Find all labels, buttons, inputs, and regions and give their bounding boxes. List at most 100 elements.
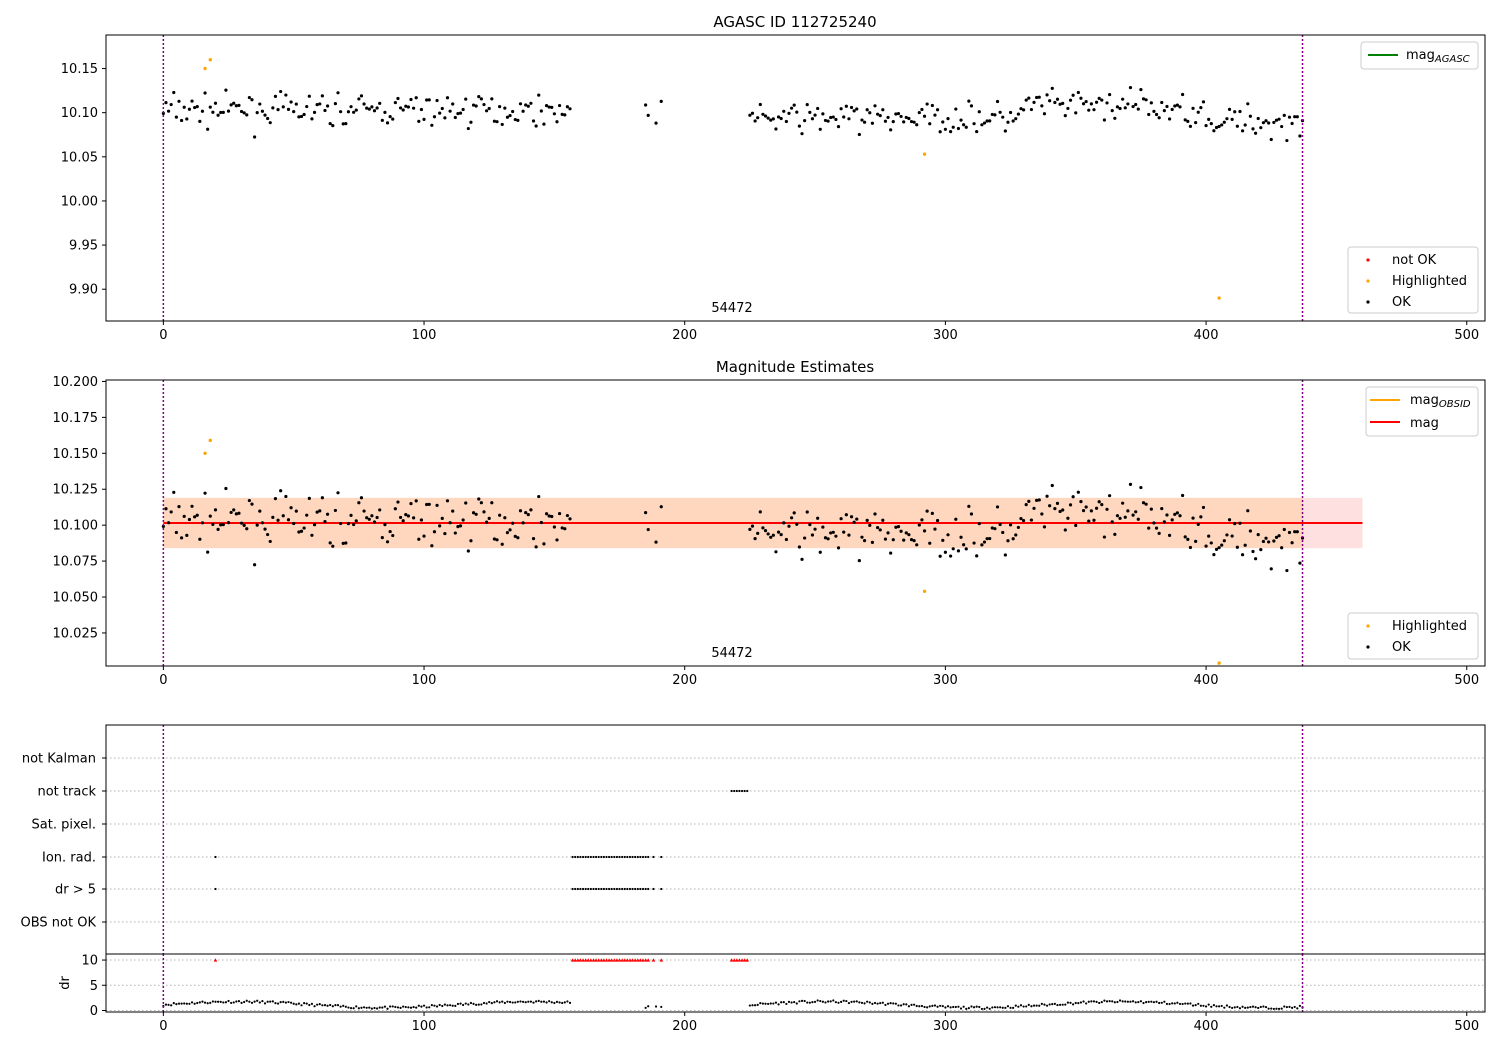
flag-point <box>597 887 600 891</box>
flag-point <box>735 789 738 793</box>
data-point-ok <box>190 99 194 103</box>
dr-point <box>1218 1005 1221 1008</box>
dr-point <box>1121 1000 1124 1003</box>
flag-point <box>618 855 621 859</box>
data-point-ok <box>1040 512 1044 516</box>
data-point-ok <box>396 500 400 504</box>
data-point-ok <box>534 124 538 128</box>
data-point-ok <box>1061 101 1065 105</box>
data-point-ok <box>357 501 361 505</box>
data-point-ok <box>1230 117 1234 121</box>
data-point-ok <box>1272 539 1276 543</box>
data-point-ok <box>878 114 882 118</box>
data-point-ok <box>857 132 861 137</box>
data-point-ok <box>1165 513 1169 517</box>
data-point-ok <box>362 509 366 513</box>
data-point-ok <box>484 109 489 113</box>
flag-point <box>592 887 595 891</box>
data-point-ok <box>954 107 958 111</box>
agasc-axes-frame <box>105 34 1486 322</box>
data-point-ok <box>883 537 888 541</box>
data-point-ok <box>385 121 390 125</box>
data-point-ok <box>312 523 317 527</box>
data-point-ok <box>920 518 924 522</box>
data-point-ok <box>430 123 434 127</box>
data-point-ok <box>899 529 903 533</box>
data-point-ok <box>479 97 483 101</box>
data-point-ok <box>294 102 298 106</box>
data-point-ok <box>565 105 570 109</box>
data-point-ok <box>922 529 927 533</box>
dr-point <box>305 1002 308 1005</box>
legend-marker-ok <box>1366 645 1370 649</box>
data-point-ok <box>383 110 387 114</box>
data-point-ok <box>962 543 966 547</box>
data-point-ok <box>891 538 895 542</box>
data-point-ok <box>1175 103 1179 107</box>
data-point-ok <box>1154 112 1159 117</box>
data-point-ok <box>795 110 799 114</box>
dr-point <box>292 1002 295 1005</box>
data-point-ok <box>1008 110 1013 115</box>
dr-point <box>477 1003 480 1006</box>
data-point-ok <box>954 517 958 521</box>
dr-point <box>819 999 822 1003</box>
data-point-ok <box>526 104 530 108</box>
flag-point <box>636 855 639 859</box>
data-point-ok <box>756 116 760 120</box>
data-point-ok <box>252 135 257 139</box>
data-point-ok <box>544 104 549 108</box>
dr-point <box>795 1002 798 1005</box>
data-point-ok <box>1201 505 1206 510</box>
data-point-ok <box>508 528 512 532</box>
dr-point <box>535 1000 538 1003</box>
dr-point <box>860 1001 864 1004</box>
dr-point <box>813 1000 817 1003</box>
dr-point <box>276 1002 280 1005</box>
data-point-ok <box>844 513 848 517</box>
data-point-ok <box>508 113 512 118</box>
data-point-ok <box>487 106 491 111</box>
data-point-ok <box>451 509 455 513</box>
dr-point <box>660 1005 663 1009</box>
data-point-ok <box>1233 110 1237 114</box>
dr-point <box>1108 1000 1111 1003</box>
dr-point <box>1223 1006 1226 1009</box>
data-point-ok <box>422 117 426 121</box>
data-point-ok <box>1040 104 1044 108</box>
legend-marker-highlighted <box>1366 624 1370 628</box>
flag-point <box>740 789 744 793</box>
data-point-ok <box>1183 535 1187 539</box>
data-point-ok <box>938 554 942 558</box>
data-point-ok <box>318 102 322 106</box>
data-point-ok <box>226 521 231 525</box>
data-point-ok <box>883 119 888 123</box>
dr-point <box>1116 1000 1119 1004</box>
data-point-ok <box>870 540 875 544</box>
data-point-ok <box>1167 533 1172 537</box>
data-point-ok <box>1042 112 1047 116</box>
data-point-ok <box>526 512 530 517</box>
data-point-ok <box>294 509 298 513</box>
data-point-ok <box>920 107 924 112</box>
data-point-ok <box>758 510 762 514</box>
dr-point <box>806 1001 809 1004</box>
data-point-ok <box>1178 514 1182 518</box>
dr-point <box>991 1006 994 1009</box>
y-tick-label: 10 <box>81 954 98 969</box>
dr-point <box>485 1002 488 1005</box>
dr-point <box>167 1003 170 1006</box>
dr-point <box>1272 1007 1275 1011</box>
data-point-ok <box>904 531 908 535</box>
data-point-ok <box>1147 526 1151 530</box>
data-point-ok <box>878 528 882 532</box>
dr-point <box>800 999 804 1002</box>
data-point-ok <box>263 527 267 531</box>
data-point-ok <box>1011 119 1015 123</box>
data-point-ok <box>221 110 225 114</box>
y-tick-label: 10.075 <box>53 555 99 570</box>
dr-point <box>409 1006 413 1009</box>
dr-point <box>446 1004 449 1007</box>
data-point-ok <box>193 515 197 519</box>
data-point-ok <box>943 127 947 131</box>
